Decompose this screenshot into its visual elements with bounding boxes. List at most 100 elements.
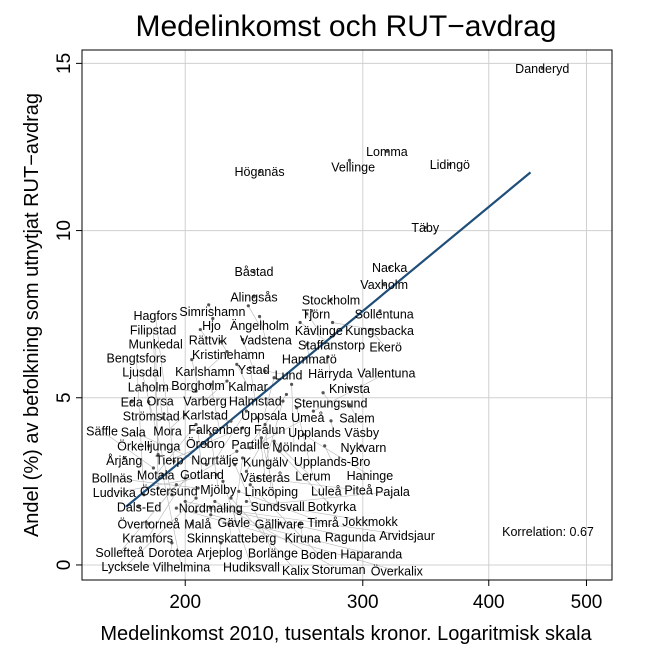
point-label: Motala — [137, 469, 175, 483]
label-leader-line — [257, 417, 266, 478]
point-label: Filipstad — [130, 323, 177, 337]
point-markers — [122, 66, 544, 545]
point-label: Borlänge — [248, 547, 298, 561]
point-label: Malå — [184, 517, 211, 531]
point-label: Lidingö — [430, 158, 470, 172]
label-leader-line — [306, 313, 320, 331]
label-leader-line — [133, 431, 207, 465]
label-leader-line — [197, 431, 203, 475]
label-leader-line — [257, 477, 359, 491]
point-label: Upplands Väsby — [288, 426, 380, 440]
point-marker — [248, 483, 252, 487]
point-label: Simrishamn — [179, 305, 245, 319]
point-label: Sollentuna — [355, 308, 414, 322]
label-leader-line — [291, 384, 295, 447]
label-leader-line — [236, 364, 249, 387]
point-marker — [194, 389, 198, 393]
label-leader-line — [273, 441, 327, 492]
point-marker — [219, 339, 223, 344]
label-leader-line — [185, 501, 351, 538]
point-label: Stenungsund — [294, 397, 368, 411]
label-leader-line — [303, 434, 371, 476]
label-leader-line — [168, 451, 237, 492]
point-label: Munkedal — [129, 338, 183, 352]
label-leader-line — [242, 339, 254, 370]
point-marker — [194, 422, 198, 427]
point-label: Tjörn — [302, 308, 331, 322]
label-leader-line — [204, 414, 231, 422]
point-marker — [147, 444, 151, 448]
point-label: Kungälv — [243, 455, 289, 469]
gridlines — [82, 50, 612, 580]
label-leader-line — [155, 315, 175, 462]
point-marker — [256, 476, 260, 480]
point-label: Örebro — [186, 437, 225, 451]
point-label: Haninge — [347, 469, 394, 483]
label-leader-line — [152, 329, 159, 455]
label-leader-line — [101, 430, 154, 469]
point-label: Salem — [339, 411, 374, 425]
point-label: Luleå — [311, 484, 342, 498]
point-marker — [204, 463, 209, 467]
point-label: Dals-Ed — [117, 500, 162, 514]
point-marker — [209, 513, 213, 517]
point-label: Timrå — [307, 516, 339, 530]
point-label: Knivsta — [329, 382, 370, 396]
label-leader-line — [159, 401, 164, 418]
point-marker — [170, 493, 174, 497]
x-tick-label: 400 — [473, 592, 505, 613]
chart-title: Medelinkomst och RUT−avdrag — [135, 10, 556, 43]
point-label: Örkelljunga — [117, 439, 180, 453]
label-leader-line — [349, 404, 358, 419]
point-marker — [130, 400, 134, 404]
point-label: Ekerö — [369, 341, 402, 355]
point-marker — [174, 506, 178, 510]
point-marker — [229, 496, 233, 500]
point-label: Upplands-Bro — [294, 455, 370, 469]
point-label: Höganäs — [235, 165, 285, 179]
point-label: Mjölby — [200, 483, 237, 497]
point-marker — [215, 473, 219, 477]
point-marker — [172, 459, 176, 463]
y-tick-label: 5 — [54, 392, 75, 403]
point-marker — [359, 444, 363, 448]
point-marker — [161, 473, 165, 477]
label-leader-line — [200, 329, 209, 341]
point-label: Nykvarn — [341, 441, 387, 455]
label-leader-line — [191, 359, 199, 386]
point-label: Falkenberg — [188, 423, 251, 437]
label-leader-line — [332, 322, 380, 331]
label-leader-line — [125, 497, 197, 567]
label-leader-line — [196, 491, 393, 512]
point-label: Årjäng — [106, 453, 142, 468]
point-marker — [246, 304, 250, 308]
point-label: Härryda — [308, 367, 353, 381]
label-leader-line — [136, 358, 145, 495]
point-label: Falun — [254, 423, 285, 437]
point-label: Ystad — [238, 363, 270, 377]
point-label: Kramfors — [122, 532, 173, 546]
label-leader-line — [176, 507, 397, 572]
point-marker — [257, 169, 262, 173]
point-marker — [310, 309, 314, 313]
point-label: Ljusdal — [122, 366, 162, 380]
point-label: Täby — [411, 221, 440, 235]
point-marker — [252, 270, 256, 274]
point-marker — [277, 522, 282, 526]
point-label: Kristinehamn — [192, 348, 265, 362]
label-leader-line — [369, 329, 386, 348]
point-marker — [347, 387, 352, 391]
correlation-annotation: Korrelation: 0.67 — [502, 525, 594, 539]
point-marker — [237, 489, 241, 493]
point-marker — [263, 422, 267, 427]
point-marker — [272, 439, 276, 443]
y-tick-label: 10 — [54, 220, 75, 241]
point-label: Laholm — [128, 381, 169, 395]
point-marker — [227, 522, 231, 526]
point-marker — [235, 362, 239, 366]
point-label: Säffle — [86, 425, 118, 439]
label-leader-line — [248, 305, 260, 326]
point-marker — [147, 522, 151, 526]
label-leader-line — [210, 384, 220, 430]
point-label: Nacka — [372, 261, 407, 275]
